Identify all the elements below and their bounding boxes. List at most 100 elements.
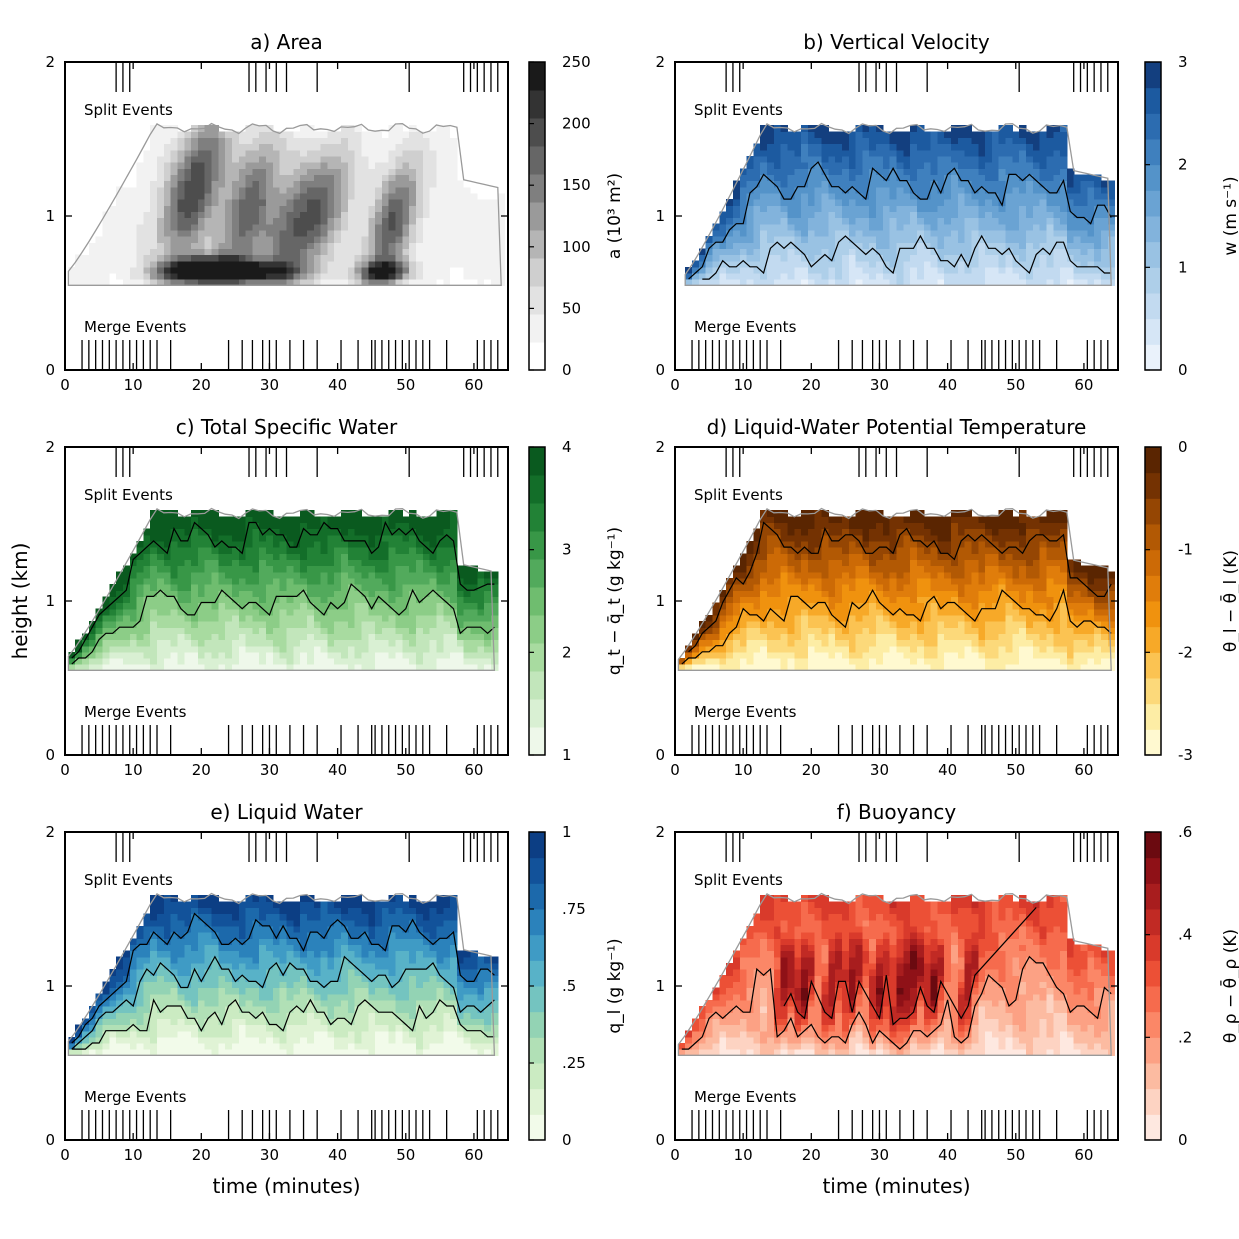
heatmap-cell [95,266,104,274]
heatmap-cell [991,168,1000,176]
heatmap-cell [1046,217,1054,225]
heatmap-cell [497,217,506,225]
heatmap-cell [368,143,376,151]
heatmap-cell [773,217,782,225]
heatmap-cell [903,248,911,256]
heatmap-cell [184,279,192,286]
heatmap-cell [238,248,247,256]
heatmap-cell [300,559,308,567]
heatmap-cell [951,223,959,231]
heatmap-cell [794,645,802,653]
heatmap-cell [1005,223,1013,231]
heatmap-cell [1032,162,1041,169]
heatmap-cell [225,162,233,169]
heatmap-cell [116,217,124,225]
heatmap-cell [231,248,240,256]
heatmap-cell [1019,236,1027,243]
heatmap-cell [279,266,288,274]
heatmap-cell [767,162,775,169]
colorbar-label: a (10³ m²) [605,173,625,259]
heatmap-cell [286,621,294,628]
heatmap-cell [136,602,144,610]
heatmap-cell [1005,199,1013,206]
heatmap-cell [1005,143,1013,151]
heatmap-cell [978,180,986,188]
heatmap-cell [814,279,823,286]
heatmap-cell [191,211,199,219]
heatmap-cell [143,621,151,628]
heatmap-cell [109,645,117,653]
heatmap-cell [368,571,376,579]
heatmap-cell [1060,174,1068,182]
heatmap-cell [381,651,390,659]
heatmap-cell [157,645,165,653]
heatmap-cell [238,143,247,151]
heatmap-cell [415,633,424,641]
heatmap-cell [1073,242,1082,249]
heatmap-cell [143,205,151,212]
heatmap-cell [388,162,397,169]
heatmap-cell [760,205,768,212]
heatmap-cell [876,266,884,274]
heatmap-cell [272,174,281,182]
heatmap-cell [266,516,274,524]
heatmap-cell [252,279,260,286]
heatmap-cell [272,633,281,641]
heatmap-cell [388,137,397,145]
heatmap-cell [375,571,383,579]
heatmap-cell [801,162,809,169]
heatmap-cell [177,639,185,647]
heatmap-cell [773,131,782,139]
heatmap-cell [361,174,369,182]
heatmap-cell [300,565,308,573]
heatmap-cell [354,162,363,169]
heatmap-cell [876,186,884,194]
heatmap-cell [685,645,693,653]
heatmap-cell [937,192,945,200]
heatmap-cell [807,608,816,616]
heatmap-cell [801,602,809,610]
heatmap-cell [957,205,966,212]
heatmap-cell [361,614,369,622]
heatmap-cell [381,639,390,647]
heatmap-cell [327,553,335,561]
heatmap-cell [395,590,403,597]
heatmap-cell [368,174,376,182]
heatmap-cell [692,272,700,280]
heatmap-cell [801,279,809,286]
heatmap-cell [88,254,97,262]
heatmap-cell [381,614,390,622]
heatmap-cell [402,540,410,548]
heatmap-cell [88,272,97,280]
heatmap-cell [719,266,727,274]
heatmap-cell [204,577,213,585]
heatmap-cell [882,168,891,176]
heatmap-cell [300,528,308,536]
colorbar-swatch [529,258,545,287]
heatmap-cell [991,266,1000,274]
heatmap-cell [300,143,308,151]
colorbar-tick-label: 4 [562,438,572,456]
heatmap-cell [388,272,397,280]
heatmap-cell [388,590,397,597]
heatmap-cell [347,559,356,567]
heatmap-cell [143,192,151,200]
heatmap-cell [957,266,966,274]
heatmap-cell [767,192,775,200]
heatmap-cell [252,633,260,641]
heatmap-cell [409,229,417,237]
heatmap-cell [136,174,144,182]
heatmap-cell [293,236,301,243]
heatmap-cell [477,205,485,212]
heatmap-cell [163,192,172,200]
heatmap-cell [368,657,376,665]
heatmap-cell [971,186,979,194]
heatmap-cell [807,528,816,536]
heatmap-cell [1080,211,1088,219]
heatmap-cell [402,174,410,182]
heatmap-cell [191,168,199,176]
heatmap-cell [252,651,260,659]
heatmap-cell [753,657,761,665]
heatmap-cell [923,137,932,145]
heatmap-cell [490,236,499,243]
